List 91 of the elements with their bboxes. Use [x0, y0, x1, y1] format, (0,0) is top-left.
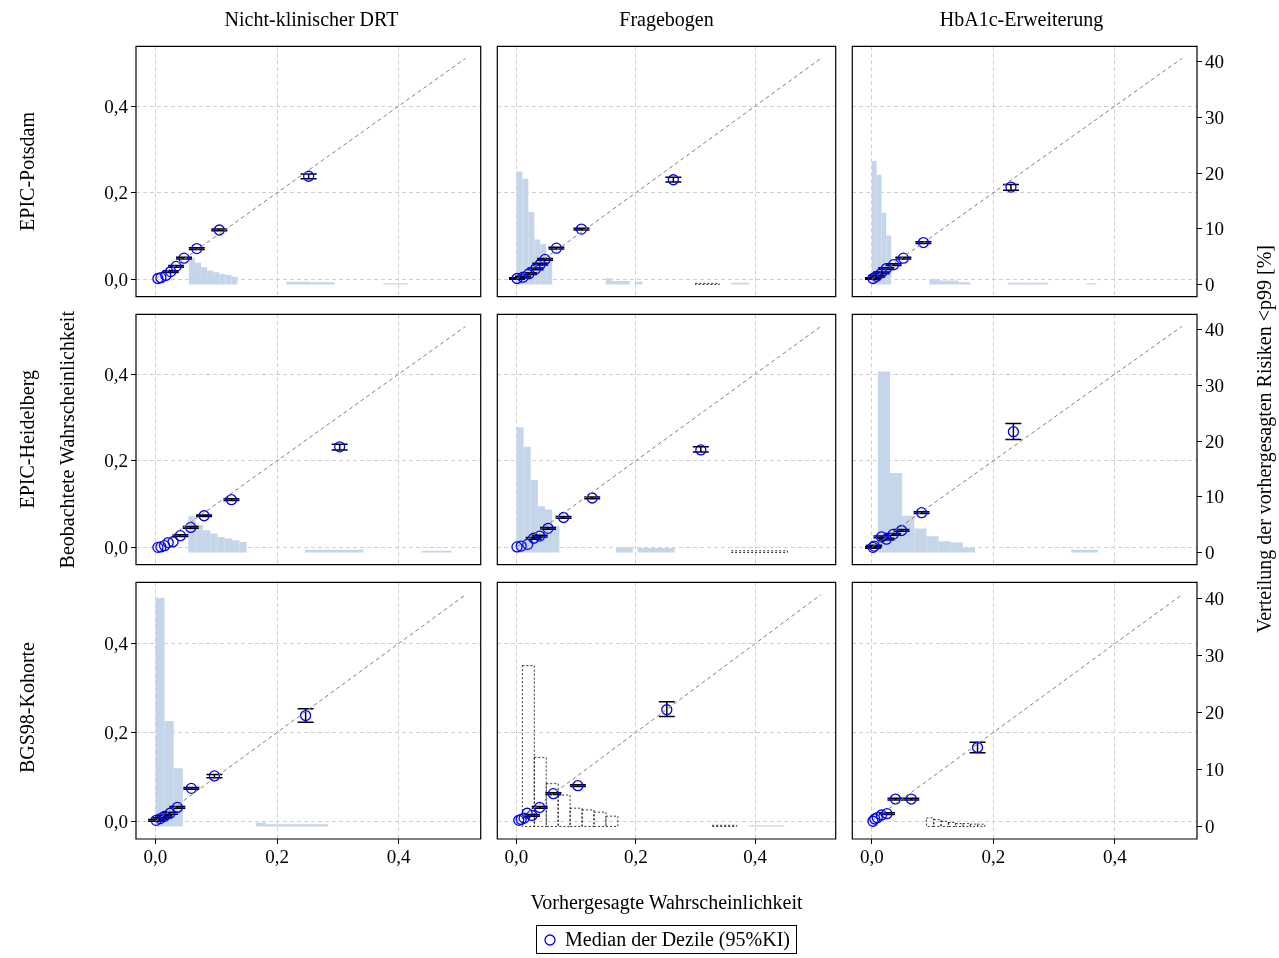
point	[162, 536, 174, 549]
point	[880, 533, 892, 545]
point	[185, 782, 197, 795]
y2-tick-label: 0	[1205, 541, 1215, 563]
y2-tick-label: 40	[1205, 319, 1224, 341]
chart-title: HbA1c-Erweiterung	[938, 8, 1105, 31]
point	[534, 530, 546, 542]
chart-title: Fragebogen	[618, 8, 715, 31]
point	[917, 236, 930, 249]
point	[905, 793, 917, 805]
x-tick-label: 0,2	[981, 846, 1006, 868]
point	[547, 788, 560, 800]
y2-tick-label: 0	[1205, 273, 1215, 295]
point	[154, 812, 166, 825]
point	[534, 801, 546, 814]
y2-tick-label: 10	[1205, 758, 1224, 780]
point	[875, 267, 888, 279]
y-tick-label: 0,0	[104, 268, 128, 290]
legend-label: Median der Dezile (95%KI)	[565, 928, 790, 951]
point	[178, 252, 190, 264]
point	[867, 272, 879, 285]
point	[303, 170, 315, 182]
point	[198, 510, 210, 522]
point	[225, 494, 238, 506]
y2-tick-label: 30	[1205, 644, 1224, 666]
point	[171, 801, 183, 814]
point	[875, 531, 888, 543]
point	[334, 441, 346, 453]
y-axis-title: BGS98-Kohorte	[15, 641, 39, 774]
point	[880, 262, 892, 275]
point	[897, 252, 910, 264]
x-tick-label: 0,0	[504, 846, 529, 868]
y2-tick-label: 0	[1205, 815, 1215, 837]
y2-tick-label: 20	[1205, 430, 1224, 452]
point	[213, 224, 225, 236]
point	[572, 780, 584, 792]
point	[875, 809, 888, 821]
point	[522, 538, 534, 550]
point	[586, 492, 598, 504]
y-tick-label: 0,4	[104, 363, 129, 385]
y-tick-label: 0,2	[104, 721, 128, 743]
point	[167, 536, 179, 548]
y-axis-title: EPIC-Heidelberg	[15, 370, 39, 509]
point	[557, 511, 570, 524]
x-tick-label: 0,0	[143, 846, 168, 868]
point	[191, 242, 203, 255]
point	[575, 223, 588, 235]
point	[515, 540, 527, 552]
point	[534, 258, 546, 270]
point	[550, 242, 563, 254]
y-tick-label: 0,4	[104, 633, 129, 655]
point	[539, 253, 551, 266]
text: Beobachtete Wahrscheinlichkeit	[55, 310, 79, 569]
x-tick-label: 0,4	[1103, 846, 1128, 868]
chart-title: Nicht-klinischer DRT	[223, 8, 400, 31]
point	[889, 793, 902, 805]
point	[170, 260, 182, 273]
x-tick-label: 0,0	[859, 846, 884, 868]
y2-axis-title: Verteilung der vorhergesagten Risiken <p99 [%]	[1252, 245, 1276, 634]
y2-tick-label: 10	[1205, 486, 1224, 508]
point	[174, 530, 187, 542]
point	[521, 807, 533, 819]
x-tick-label: 0,2	[265, 846, 289, 868]
y2-tick-label: 20	[1205, 162, 1224, 184]
point	[165, 265, 177, 278]
y-tick-label: 0,2	[104, 450, 128, 472]
point	[542, 522, 554, 534]
point	[158, 539, 171, 552]
x-tick-label: 0,2	[623, 846, 648, 868]
point	[528, 532, 540, 544]
point	[185, 521, 197, 534]
x-tick-label: 0,4	[386, 846, 411, 868]
y2-tick-label: 30	[1205, 375, 1224, 397]
y2-tick-label: 40	[1205, 587, 1224, 609]
point	[526, 809, 538, 822]
point	[915, 507, 928, 519]
y2-tick-label: 30	[1205, 107, 1224, 129]
y-tick-label: 0,4	[104, 95, 129, 117]
point	[870, 270, 883, 282]
y2-tick-label: 40	[1205, 51, 1224, 73]
point	[511, 541, 523, 553]
y-tick-label: 0,0	[104, 810, 128, 832]
x-axis-title: Vorhergesagte Wahrscheinlichkeit	[529, 891, 804, 914]
x-tick-label: 0,4	[743, 846, 768, 868]
y2-tick-label: 10	[1205, 218, 1224, 240]
y2-tick-label: 20	[1205, 701, 1224, 723]
y-tick-label: 0,0	[104, 536, 128, 558]
point	[881, 808, 893, 820]
point	[160, 269, 172, 282]
y-axis-title: EPIC-Potsdam	[15, 112, 39, 231]
y-tick-label: 0,2	[104, 182, 128, 204]
